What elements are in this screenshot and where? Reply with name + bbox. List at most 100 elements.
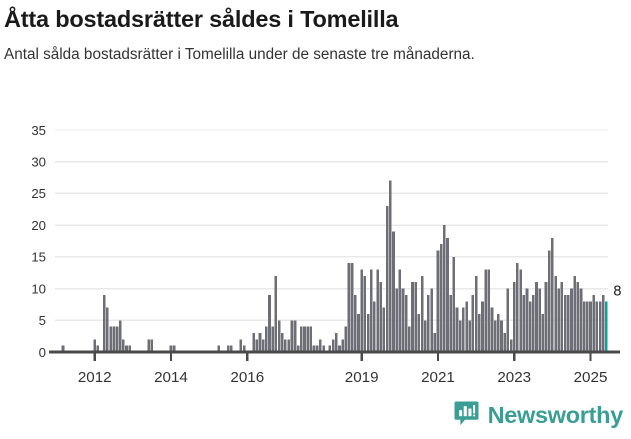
- bar[interactable]: [347, 263, 351, 352]
- bar[interactable]: [341, 339, 344, 352]
- bar[interactable]: [481, 301, 484, 352]
- bar[interactable]: [462, 307, 465, 352]
- bar[interactable]: [395, 288, 398, 352]
- bar[interactable]: [252, 332, 255, 352]
- bar[interactable]: [373, 301, 376, 352]
- bar[interactable]: [547, 250, 551, 352]
- bar[interactable]: [519, 269, 522, 352]
- bar[interactable]: [433, 332, 437, 352]
- bar[interactable]: [500, 320, 503, 352]
- bar[interactable]: [427, 294, 430, 352]
- bar[interactable]: [385, 206, 389, 352]
- bar[interactable]: [563, 294, 567, 352]
- bar[interactable]: [516, 263, 519, 352]
- bar[interactable]: [319, 339, 322, 352]
- bar[interactable]: [525, 288, 529, 352]
- bar[interactable]: [122, 339, 125, 352]
- bar[interactable]: [404, 294, 408, 352]
- bar[interactable]: [487, 269, 491, 352]
- bar[interactable]: [334, 332, 338, 352]
- bar[interactable]: [369, 269, 373, 352]
- bar[interactable]: [258, 332, 262, 352]
- bar[interactable]: [449, 294, 452, 352]
- bar[interactable]: [471, 294, 475, 352]
- bar[interactable]: [255, 339, 259, 352]
- bar[interactable]: [169, 345, 173, 352]
- bar[interactable]: [300, 326, 303, 352]
- bar[interactable]: [582, 301, 586, 352]
- bar[interactable]: [290, 320, 294, 352]
- bar[interactable]: [398, 269, 402, 352]
- bar-highlighted[interactable]: [605, 301, 608, 352]
- bar[interactable]: [484, 269, 487, 352]
- bar[interactable]: [268, 294, 271, 352]
- bar[interactable]: [560, 282, 564, 352]
- bar[interactable]: [106, 307, 109, 352]
- bar[interactable]: [576, 282, 580, 352]
- bar[interactable]: [490, 307, 494, 352]
- bar[interactable]: [128, 345, 131, 352]
- bar[interactable]: [532, 294, 535, 352]
- bar[interactable]: [601, 294, 605, 352]
- bar[interactable]: [417, 313, 421, 352]
- bar[interactable]: [411, 282, 414, 352]
- bar[interactable]: [354, 294, 357, 352]
- bar[interactable]: [277, 320, 281, 352]
- newsworthy-logo[interactable]: Newsworthy: [453, 400, 623, 432]
- bar[interactable]: [287, 339, 290, 352]
- bar[interactable]: [150, 339, 154, 352]
- bar[interactable]: [322, 345, 325, 352]
- bar[interactable]: [172, 345, 176, 352]
- bar[interactable]: [557, 288, 561, 352]
- bar[interactable]: [242, 345, 246, 352]
- bar[interactable]: [586, 301, 589, 352]
- bar[interactable]: [315, 345, 319, 352]
- bar[interactable]: [366, 313, 370, 352]
- bar[interactable]: [312, 345, 316, 352]
- bar[interactable]: [541, 313, 545, 352]
- bar[interactable]: [61, 345, 65, 352]
- bar[interactable]: [452, 256, 456, 352]
- bar[interactable]: [118, 320, 122, 352]
- bar[interactable]: [293, 320, 297, 352]
- bar[interactable]: [423, 320, 427, 352]
- bar[interactable]: [109, 326, 112, 352]
- bar[interactable]: [284, 339, 287, 352]
- bar[interactable]: [506, 288, 510, 352]
- bar[interactable]: [573, 275, 576, 352]
- bar[interactable]: [509, 339, 513, 352]
- bar[interactable]: [468, 320, 472, 352]
- bar[interactable]: [328, 345, 332, 352]
- bar[interactable]: [477, 313, 481, 352]
- bar[interactable]: [389, 180, 392, 352]
- bar[interactable]: [589, 301, 592, 352]
- bar[interactable]: [512, 282, 516, 352]
- bar[interactable]: [443, 225, 446, 352]
- bar[interactable]: [379, 282, 383, 352]
- bar[interactable]: [350, 263, 354, 352]
- bar[interactable]: [306, 326, 309, 352]
- bar[interactable]: [522, 294, 526, 352]
- bar[interactable]: [592, 294, 595, 352]
- bar[interactable]: [503, 332, 507, 352]
- bar[interactable]: [261, 339, 265, 352]
- bar[interactable]: [271, 326, 274, 352]
- bar[interactable]: [544, 282, 548, 352]
- bar[interactable]: [595, 301, 599, 352]
- bar[interactable]: [535, 282, 538, 352]
- bar[interactable]: [551, 237, 554, 352]
- bar[interactable]: [265, 326, 268, 352]
- bar[interactable]: [102, 294, 106, 352]
- bar[interactable]: [331, 339, 335, 352]
- bar[interactable]: [458, 320, 462, 352]
- bar[interactable]: [93, 339, 97, 352]
- bar[interactable]: [474, 275, 478, 352]
- bar[interactable]: [112, 326, 116, 352]
- bar[interactable]: [280, 332, 284, 352]
- bar[interactable]: [226, 345, 230, 352]
- bar[interactable]: [579, 288, 583, 352]
- bar[interactable]: [147, 339, 151, 352]
- bar[interactable]: [566, 294, 570, 352]
- bar[interactable]: [528, 301, 532, 352]
- bar[interactable]: [309, 326, 313, 352]
